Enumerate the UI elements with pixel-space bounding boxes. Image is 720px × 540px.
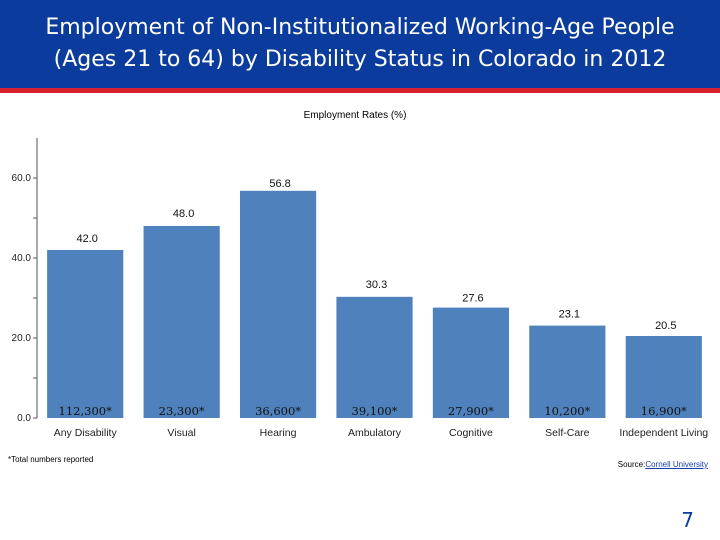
bar-5	[529, 325, 606, 418]
page-number: 7	[681, 508, 694, 532]
bar-count-label: 39,100*	[352, 404, 398, 418]
category-label: Cognitive	[449, 427, 493, 439]
bar-4	[432, 307, 510, 418]
bar-value-label: 56.8	[269, 178, 290, 190]
slide-title-line1: Employment of Non-Institutionalized Work…	[45, 15, 675, 40]
category-label: Visual	[167, 427, 195, 439]
bar-count-label: 23,300*	[159, 404, 205, 418]
y-tick-label: 20.0	[12, 333, 32, 344]
chart-title: Employment Rates (%)	[304, 110, 407, 121]
category-label: Independent Living	[619, 427, 708, 439]
category-label: Self-Care	[545, 427, 590, 439]
source-link[interactable]: Cornell University	[645, 460, 708, 469]
bar-count-label: 10,200*	[544, 404, 590, 418]
category-label: Hearing	[260, 427, 297, 439]
slide-header: Employment of Non-Institutionalized Work…	[0, 0, 720, 88]
bar-count-label: 112,300*	[59, 404, 113, 418]
bar-1	[143, 226, 220, 418]
employment-rate-chart: Employment Rates (%) 0.0 20.0 40.0 60.0 42.…	[12, 110, 709, 439]
source-credit: Source:Cornell University	[618, 460, 708, 469]
y-tick-label: 0.0	[17, 413, 31, 424]
category-label: Ambulatory	[348, 427, 402, 439]
bar-count-label: 16,900*	[641, 404, 687, 418]
bar-value-label: 42.0	[77, 233, 98, 245]
header-accent-line	[0, 88, 720, 93]
bar-value-label: 23.1	[559, 309, 580, 321]
bar-6	[625, 336, 702, 418]
bar-value-label: 48.0	[173, 208, 194, 220]
bar-value-label: 30.3	[366, 279, 387, 291]
category-label: Any Disability	[54, 427, 118, 439]
bar-value-label: 20.5	[655, 320, 676, 332]
y-tick-label: 40.0	[12, 253, 32, 264]
slide-title-line2: (Ages 21 to 64) by Disability Status in …	[53, 47, 667, 72]
bar-3	[336, 296, 413, 418]
footnote: *Total numbers reported	[8, 455, 94, 464]
bar-2	[239, 190, 317, 418]
y-tick-label: 60.0	[12, 173, 32, 184]
bar-value-label: 27.6	[462, 293, 483, 305]
bar-0	[47, 250, 124, 418]
bar-count-label: 27,900*	[448, 404, 494, 418]
source-label: Source:	[617, 460, 646, 469]
bar-count-label: 36,600*	[255, 404, 301, 418]
